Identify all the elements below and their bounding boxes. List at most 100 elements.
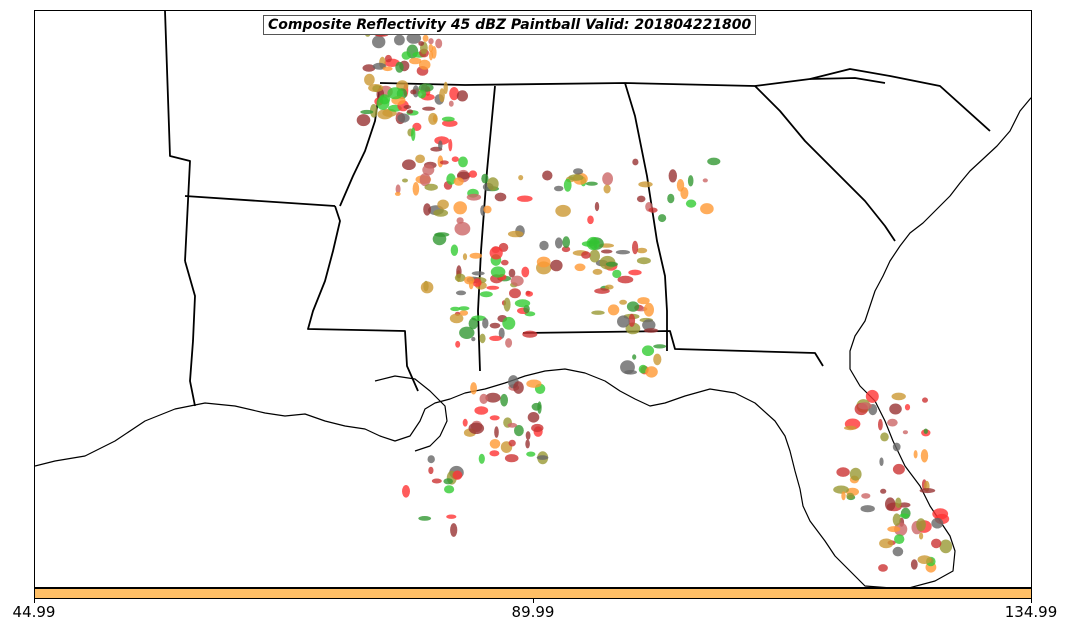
paintball-blob-60: [458, 156, 468, 168]
paintball-blob-112: [433, 209, 449, 217]
paintball-blob-206: [531, 423, 544, 433]
paintball-blob-253: [612, 269, 622, 279]
paintball-blob-209: [526, 379, 542, 388]
paintball-blob-231: [585, 181, 598, 186]
paintball-blob-287: [643, 302, 655, 317]
paintball-blob-97: [394, 191, 401, 196]
tn-border: [379, 77, 886, 87]
paintball-blob-134: [424, 183, 438, 191]
paintball-blob-156: [486, 285, 500, 290]
paintball-blob-130: [483, 205, 492, 214]
paintball-blob-39: [395, 61, 404, 73]
paintball-blob-56: [418, 59, 431, 70]
paintball-blob-370: [427, 455, 435, 464]
paintball-blob-342: [920, 449, 929, 463]
paintball-blob-302: [648, 207, 658, 213]
paintball-blob-280: [642, 319, 656, 331]
paintball-blob-186: [494, 426, 499, 438]
paintball-blob-357: [894, 522, 908, 536]
paintball-blob-94: [441, 116, 455, 122]
paintball-blob-19: [394, 34, 405, 46]
paintball-blob-47: [360, 109, 374, 115]
paintball-blob-143: [508, 268, 516, 278]
paintball-blob-269: [632, 240, 639, 255]
paintball-blob-166: [482, 318, 489, 329]
paintball-blob-121: [469, 252, 483, 259]
paintball-blob-81: [442, 119, 458, 127]
paintball-blob-173: [510, 275, 524, 287]
paintball-blob-290: [685, 199, 697, 208]
paintball-blob-374: [446, 514, 457, 519]
paintball-blob-378: [444, 485, 455, 494]
paintball-blob-224: [602, 172, 613, 186]
paintball-blob-348: [892, 546, 904, 557]
paintball-blob-361: [879, 538, 894, 549]
paintball-blob-305: [860, 505, 875, 513]
paintball-blob-99: [448, 138, 453, 152]
paintball-blob-79: [395, 184, 401, 194]
paintball-blob-343: [836, 467, 850, 477]
coastline: [35, 97, 1031, 587]
paintball-blob-40: [401, 51, 411, 60]
paintball-blob-297: [680, 187, 689, 200]
la-west-border: [184, 260, 196, 407]
paintball-blob-294: [632, 158, 639, 166]
paintball-blob-58: [356, 114, 371, 127]
paintball-blob-316: [849, 467, 862, 481]
paintball-blob-208: [470, 382, 477, 395]
paintball-blob-379: [418, 516, 432, 521]
paintball-blob-332: [902, 430, 909, 435]
paintball-blob-254: [581, 251, 591, 259]
paintball-blob-313: [879, 457, 884, 467]
paintball-blob-151: [458, 306, 470, 311]
paintball-blob-98: [417, 89, 427, 99]
paintball-blob-341: [889, 403, 902, 415]
map-title: Composite Reflectivity 45 dBZ Paintball …: [263, 15, 757, 35]
ga-sc-border: [754, 85, 896, 242]
paintball-blob-53: [382, 66, 393, 72]
paintball-blob-136: [494, 192, 507, 202]
paintball-blob-48: [376, 96, 390, 110]
paintball-blob-163: [472, 278, 482, 287]
paintball-blob-171: [449, 313, 464, 324]
paintball-blob-41: [377, 109, 393, 120]
paintball-blob-82: [415, 154, 425, 164]
delta-coast: [374, 375, 448, 452]
paintball-blob-127: [453, 177, 464, 186]
paintball-blob-268: [617, 275, 634, 284]
paintball-blob-175: [464, 276, 475, 285]
paintball-blob-296: [668, 169, 677, 183]
paintball-blob-126: [481, 173, 489, 184]
paintball-blob-52: [418, 41, 425, 46]
reflectivity-paintballs: [356, 17, 953, 573]
paintball-blob-258: [586, 236, 600, 251]
paintball-blob-189: [489, 415, 500, 421]
paintball-blob-28: [384, 54, 392, 63]
paintball-blob-326: [878, 418, 883, 431]
paintball-blob-200: [489, 439, 501, 449]
paintball-blob-35: [435, 38, 443, 49]
paintball-blob-111: [501, 259, 509, 266]
paintball-blob-73: [410, 89, 417, 95]
paintball-blob-376: [443, 478, 454, 485]
paintball-blob-249: [591, 310, 605, 315]
paintball-blob-137: [420, 281, 434, 294]
paintball-blob-299: [636, 195, 646, 203]
paintball-blob-78: [412, 122, 422, 131]
paintball-blob-96: [446, 173, 456, 185]
paintball-blob-207: [527, 412, 540, 423]
paintball-blob-148: [455, 340, 461, 348]
paintball-blob-68: [418, 83, 434, 92]
la-ms-border: [307, 205, 419, 392]
paintball-blob-337: [885, 497, 896, 511]
paintball-blob-6: [422, 34, 429, 42]
paintball-blob-204: [537, 401, 542, 414]
paintball-blob-187: [536, 455, 549, 460]
paintball-blob-176: [509, 288, 521, 299]
paintball-blob-279: [625, 322, 641, 335]
al-ga-border: [624, 82, 668, 351]
paintball-blob-293: [700, 203, 714, 215]
paintball-blob-227: [563, 178, 572, 192]
paintball-blob-276: [645, 366, 658, 378]
paintball-blob-282: [653, 344, 667, 349]
